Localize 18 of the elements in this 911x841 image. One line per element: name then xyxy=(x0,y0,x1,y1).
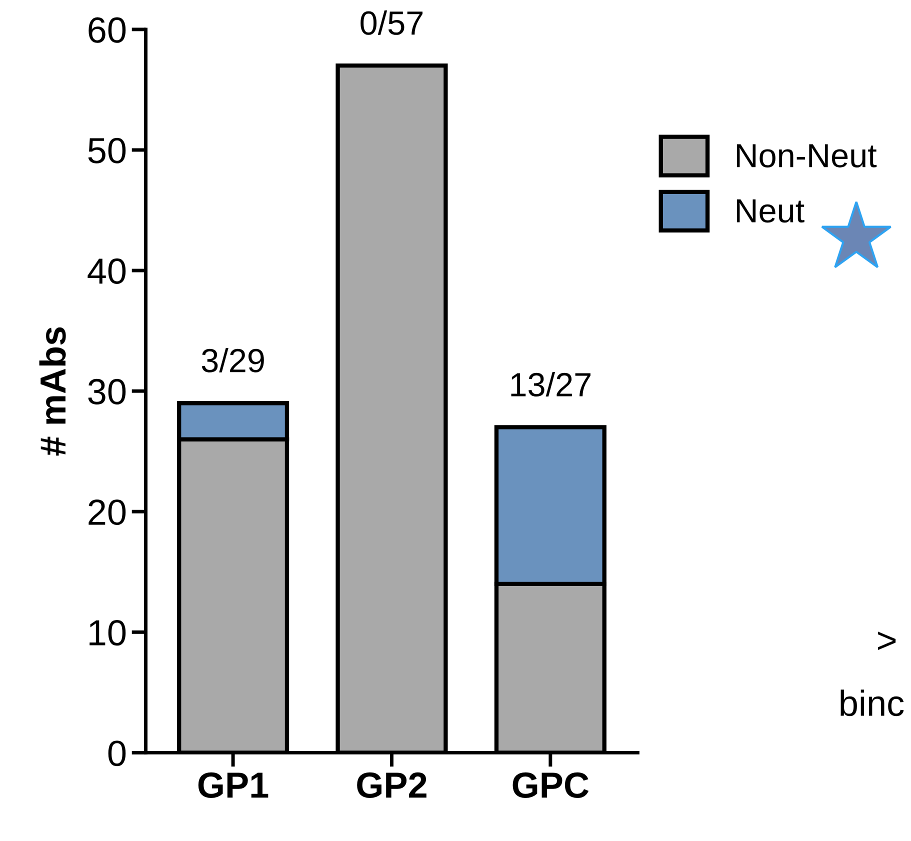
x-tick-label: GP1 xyxy=(198,772,268,798)
x-tick-label: GPC xyxy=(512,772,589,798)
x-tick-label: GP2 xyxy=(357,772,426,798)
y-tick-label: 30 xyxy=(88,378,126,405)
y-tick-label: 0 xyxy=(108,740,126,766)
legend-label: Non-Neut xyxy=(736,144,877,168)
y-tick-label: 50 xyxy=(88,138,126,164)
y-tick-label: 60 xyxy=(88,17,126,43)
y-tick-label: 20 xyxy=(88,499,126,526)
text: binc xyxy=(840,690,904,716)
text: > xyxy=(878,632,896,650)
legend-label: Neut xyxy=(736,199,804,223)
total-label: 3/29 xyxy=(202,348,264,372)
y-tick-label: 10 xyxy=(90,620,126,646)
total-label: 13/27 xyxy=(511,372,590,397)
y-tick-label: 40 xyxy=(88,258,126,284)
total-label: 0/57 xyxy=(360,10,422,35)
y-axis-title: # mAbs xyxy=(39,327,66,456)
